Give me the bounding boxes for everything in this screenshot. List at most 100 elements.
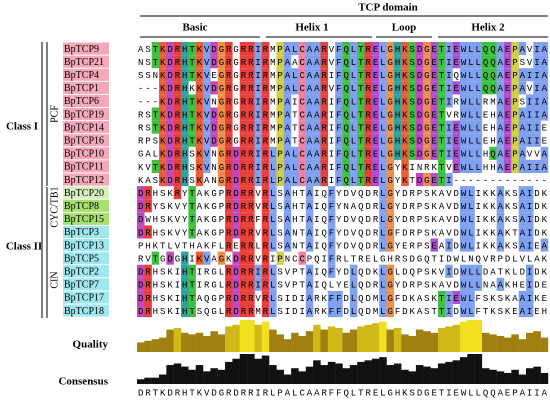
consensus-bar (357, 361, 365, 384)
residue-cell (518, 238, 527, 252)
residue-cell (239, 238, 248, 252)
residue-cell (269, 146, 277, 160)
residue-cell (467, 212, 475, 226)
consensus-bar (489, 369, 497, 384)
residue-cell (269, 290, 277, 304)
residue-cell (225, 107, 233, 121)
residue-cell (445, 146, 453, 160)
residue-cell (298, 55, 307, 69)
sequence-name: BpTCP14 (64, 122, 104, 133)
quality-bar (305, 331, 314, 352)
residue-cell (305, 107, 314, 121)
residue-cell (313, 94, 321, 108)
sequence-name: BpTCP10 (64, 149, 104, 160)
residue-cell (261, 146, 270, 160)
residue-cell (166, 55, 174, 69)
residue-cell (540, 107, 549, 121)
residue-cell (379, 94, 387, 108)
residue-cell (166, 81, 174, 95)
sequence: KVTKDRHSKVNGRDRRIRLPALCAARIFQLTRELGYKINR… (138, 163, 548, 173)
residue-cell (232, 212, 240, 226)
residue-cell (335, 120, 343, 134)
residue-cell (225, 173, 233, 187)
residue-cell (254, 159, 262, 173)
residue-cell (298, 68, 307, 82)
residue-cell (481, 55, 490, 69)
sequence: DRYSKVYTAKGPRDRRVRLSAHTAIQFYNAQDRLGYDRPS… (138, 202, 548, 212)
residue-cell (305, 42, 314, 56)
residue-cell (357, 146, 365, 160)
residue-cell (430, 238, 439, 252)
consensus-bar (393, 363, 402, 384)
residue-cell (379, 68, 387, 82)
residue-cell (518, 199, 527, 213)
residue-cell (379, 133, 387, 147)
residue-cell (144, 199, 152, 213)
residue-cell (291, 42, 299, 56)
region-label: Basic (182, 22, 207, 34)
residue-cell (452, 159, 461, 173)
residue-cell (393, 68, 402, 82)
residue-cell (503, 133, 512, 147)
residue-cell (467, 186, 475, 200)
residue-cell (452, 290, 461, 304)
residue-cell (305, 225, 314, 239)
quality-bar (166, 329, 174, 352)
residue-cell (159, 42, 167, 56)
residue-cell (408, 107, 417, 121)
residue-cell (415, 120, 424, 134)
name-box (63, 173, 109, 186)
consensus-bar (474, 354, 483, 384)
sequence: ---KDRHTKVNGRGRRIRMPAICAARIFQLTRELGHKSDG… (138, 97, 548, 107)
sequence-name: BpTCP20 (64, 188, 104, 199)
consensus-bar (203, 371, 211, 384)
residue-cell (467, 120, 475, 134)
residue-cell (239, 107, 248, 121)
residue-cell (151, 42, 160, 56)
residue-cell (327, 186, 336, 200)
quality-bar (379, 321, 387, 352)
residue-cell (261, 55, 270, 69)
residue-cell (225, 212, 233, 226)
sequence-name: BpTCP5 (64, 253, 99, 264)
residue-cell (415, 81, 424, 95)
residue-cell (151, 159, 160, 173)
residue-cell (386, 94, 395, 108)
residue-cell (195, 68, 204, 82)
quality-bar (283, 339, 292, 352)
sequence-name: BpTCP9 (64, 44, 99, 55)
residue-cell (151, 55, 160, 69)
residue-cell (188, 120, 196, 134)
residue-cell (525, 107, 534, 121)
residue-cell (261, 159, 270, 173)
quality-bar (371, 323, 380, 352)
residue-cell (533, 55, 541, 69)
residue-cell (408, 68, 417, 82)
residue-cell (305, 146, 314, 160)
residue-cell (283, 81, 292, 95)
name-box (63, 42, 109, 55)
residue-cell (181, 304, 189, 318)
residue-cell (474, 68, 483, 82)
residue-cell (254, 81, 262, 95)
residue-cell (232, 146, 240, 160)
residue-cell (269, 186, 277, 200)
consensus-bar (188, 369, 196, 384)
residue-cell (195, 159, 204, 173)
residue-cell (247, 55, 255, 69)
consensus-bar (225, 361, 233, 384)
sequence: DWHSKVYTAKGPRDRRFRLSAHTAIQFYDVQDRLGYDRPS… (138, 215, 548, 225)
residue-cell (305, 133, 314, 147)
residue-cell (320, 42, 329, 56)
residue-cell (474, 277, 483, 291)
region-label: Helix 1 (295, 22, 328, 34)
consensus-bar (320, 365, 329, 384)
residue-cell (511, 94, 519, 108)
consensus-bar (401, 369, 409, 384)
residue-cell (225, 238, 233, 252)
domain-title: TCP domain (358, 2, 418, 14)
residue-cell (342, 173, 351, 187)
quality-bar (276, 334, 284, 352)
residue-cell (423, 81, 431, 95)
quality-bar (511, 334, 519, 352)
